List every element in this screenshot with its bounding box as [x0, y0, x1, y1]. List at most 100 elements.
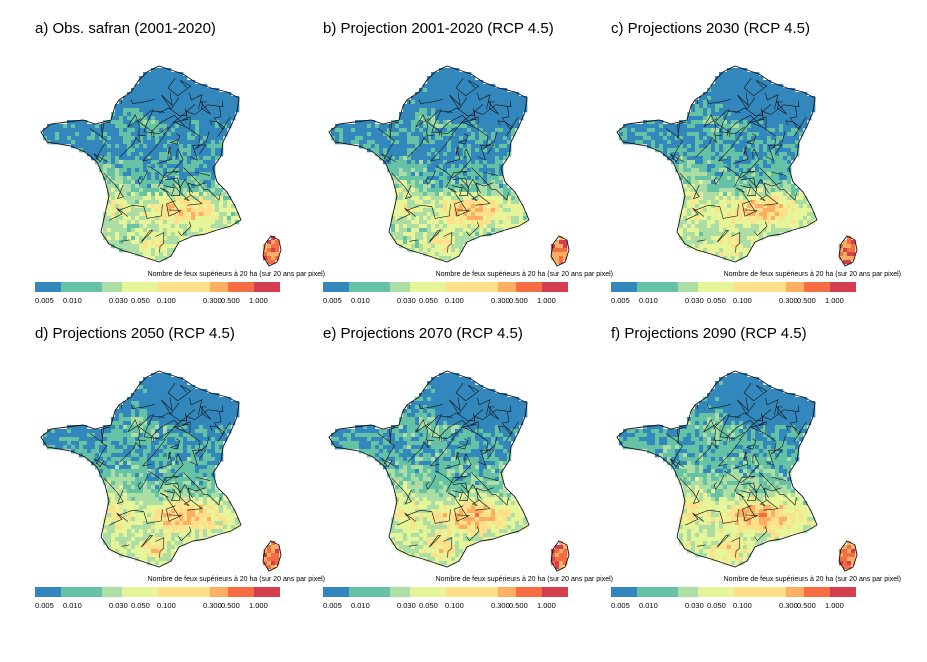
map-cell [107, 232, 112, 237]
map-cell [175, 393, 180, 398]
map-cell [215, 88, 220, 93]
map-cell [683, 140, 688, 145]
map-cell [111, 208, 116, 213]
map-cell [155, 425, 160, 430]
map-cell [443, 208, 448, 213]
map-cell [443, 200, 448, 205]
map-cell [475, 180, 480, 185]
map-cell [423, 136, 428, 141]
map-cell [695, 168, 700, 173]
map-cell [167, 240, 172, 245]
map-cell [747, 160, 752, 165]
map-cell [195, 421, 200, 426]
map-cell [175, 92, 180, 97]
map-cell [191, 429, 196, 434]
map-cell [427, 236, 432, 241]
map-cell [131, 212, 136, 217]
map-cell [127, 116, 132, 121]
map-cell [747, 240, 752, 245]
map-cell [727, 84, 732, 89]
map-cell [155, 132, 160, 137]
map-cell [107, 204, 112, 209]
map-cell [399, 120, 404, 125]
france-outline [328, 65, 530, 263]
map-cell [187, 397, 192, 402]
map-cell [751, 144, 756, 149]
map-cell [203, 184, 208, 189]
map-cell [427, 140, 432, 145]
map-cell [435, 104, 440, 109]
colorbar-tick-label: 0.500 [797, 296, 816, 305]
map-cell [119, 409, 124, 414]
map-cell [127, 425, 132, 430]
map-cell [687, 192, 692, 197]
map-cell [755, 180, 760, 185]
map-cell [271, 256, 276, 261]
map-cell [195, 389, 200, 394]
map-cell [191, 232, 196, 237]
map-cell [175, 425, 180, 430]
map-cell [139, 433, 144, 438]
map-cell [431, 212, 436, 217]
map-cell [111, 116, 116, 121]
map-cell [503, 220, 508, 225]
map-cell [199, 441, 204, 446]
map-cell [755, 108, 760, 113]
map-cell [159, 409, 164, 414]
map-cell [107, 140, 112, 145]
map-cell [775, 168, 780, 173]
map-cell [167, 453, 172, 458]
map-cell [715, 208, 720, 213]
map-cell [703, 148, 708, 153]
map-cell [707, 220, 712, 225]
map-cell [479, 116, 484, 121]
map-cell [151, 389, 156, 394]
map-cell [139, 144, 144, 149]
map-cell [707, 236, 712, 241]
map-cell [475, 168, 480, 173]
map-cell [755, 156, 760, 161]
map-cell [447, 84, 452, 89]
map-cell [431, 128, 436, 133]
map-cell [183, 148, 188, 153]
map-cell [743, 108, 748, 113]
map-cell [443, 180, 448, 185]
map-cell [427, 84, 432, 89]
map-cell [439, 256, 444, 261]
map-cell [743, 200, 748, 205]
colorbar-segment [734, 282, 786, 292]
map-cell [199, 176, 204, 181]
map-cell [423, 144, 428, 149]
map-cell [443, 100, 448, 105]
map-cell [163, 108, 168, 113]
map-cell [71, 128, 76, 133]
map-cell [415, 96, 420, 101]
map-cell [483, 196, 488, 201]
map-cell [427, 156, 432, 161]
map-cell [47, 433, 52, 438]
map-cell [499, 128, 504, 133]
map-cell [467, 144, 472, 149]
map-cell [699, 180, 704, 185]
map-cell [203, 196, 208, 201]
map-cell [147, 437, 152, 442]
map-cell [507, 124, 512, 129]
map-cell [115, 128, 120, 133]
map-cell [691, 168, 696, 173]
map-cell [727, 248, 732, 253]
map-cell [411, 244, 416, 249]
map-cell [135, 232, 140, 237]
map-cell [407, 116, 412, 121]
map-cell [159, 248, 164, 253]
map-cell [711, 164, 716, 169]
map-cell [747, 168, 752, 173]
map-cell [763, 144, 768, 149]
map-cell [151, 68, 156, 73]
map-cell [791, 132, 796, 137]
map-cell [703, 200, 708, 205]
department-border [391, 172, 412, 200]
map-cell [715, 132, 720, 137]
map-cell [375, 148, 380, 153]
map-cell [151, 441, 156, 446]
map-cell [683, 204, 688, 209]
